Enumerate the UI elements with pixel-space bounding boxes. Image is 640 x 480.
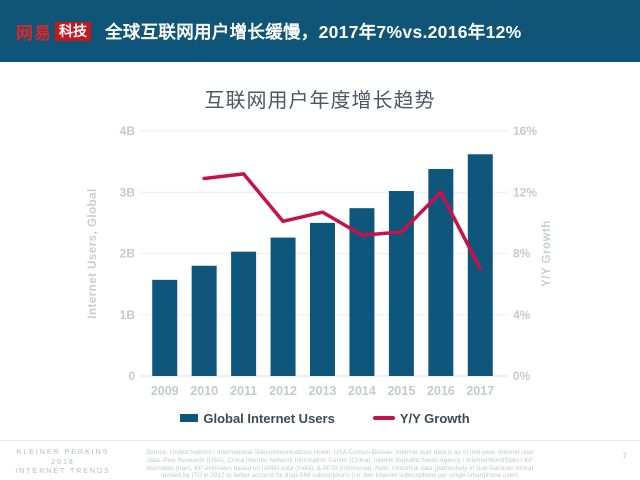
page-number: 7 bbox=[621, 451, 627, 461]
x-axis-label: 2013 bbox=[309, 384, 337, 398]
kleiner-perkins-branding: KLEINER PERKINS 2018 INTERNET TRENDS bbox=[0, 448, 126, 477]
left-axis-tick: 1B bbox=[120, 308, 136, 322]
left-axis-tick: 2B bbox=[120, 247, 136, 261]
branding-line-2: 2018 bbox=[51, 458, 75, 466]
left-axis-tick: 0 bbox=[128, 369, 135, 383]
bar-2013 bbox=[310, 222, 335, 376]
branding-line-3: INTERNET TRENDS bbox=[15, 468, 111, 475]
bar-2016 bbox=[428, 168, 454, 376]
source-line-1: Source: United Nations / International T… bbox=[146, 449, 534, 456]
x-axis-label: 2009 bbox=[151, 384, 179, 398]
chart-title: 互联网用户年度增长趋势 bbox=[204, 90, 436, 112]
bar-2009 bbox=[152, 279, 178, 376]
right-axis-tick: 0% bbox=[513, 369, 531, 383]
right-axis-tick: 4% bbox=[513, 308, 531, 322]
netease-tech-logo[interactable]: 网易 科技 bbox=[16, 19, 91, 44]
left-axis-tick: 4B bbox=[120, 124, 136, 138]
legend-item-global-internet-users: Global Internet Users bbox=[180, 410, 335, 426]
left-axis-title: Internet Users, Global bbox=[87, 188, 99, 319]
x-axis-label: 2011 bbox=[230, 384, 257, 398]
bar-2010 bbox=[191, 265, 217, 376]
x-axis-label: 2014 bbox=[348, 384, 376, 398]
source-note: Source: United Nations / International T… bbox=[128, 449, 552, 480]
source-line-2: data: Pew Research (USA), China Internet… bbox=[147, 456, 533, 464]
logo-badge-text: 科技 bbox=[55, 21, 91, 41]
legend-label-bar: Global Internet Users bbox=[203, 410, 335, 426]
x-axis-label: 2010 bbox=[190, 384, 218, 398]
line-swatch-icon bbox=[372, 416, 395, 420]
bar-swatch-icon bbox=[180, 414, 199, 422]
x-axis-label: 2015 bbox=[387, 384, 415, 398]
footer-divider bbox=[0, 440, 640, 441]
right-axis-tick: 8% bbox=[513, 247, 531, 261]
x-axis-label: 2017 bbox=[466, 384, 494, 398]
header-bar: 网易 科技 全球互联网用户增长缓慢，2017年7%vs.2016年12% bbox=[0, 0, 640, 62]
bar-2011 bbox=[231, 251, 257, 376]
logo-brand-text: 网易 bbox=[16, 23, 52, 43]
source-line-3: estimates (Iran), KP estimates based on … bbox=[146, 464, 534, 472]
chart-canvas: 0 0% 1B 4% 2B 8% 3B 12% 4B 16% 2009 2010 2011 2012 201… bbox=[87, 124, 553, 398]
growth-line bbox=[202, 172, 483, 271]
source-line-4: revised by ITU in 2017 to better account… bbox=[160, 472, 520, 480]
right-axis-tick: 12% bbox=[513, 185, 537, 199]
legend-label-line: Y/Y Growth bbox=[399, 410, 470, 426]
x-axis-label: 2012 bbox=[269, 384, 297, 398]
page-title: 全球互联网用户增长缓慢，2017年7%vs.2016年12% bbox=[105, 21, 522, 42]
right-axis-tick: 16% bbox=[513, 124, 537, 138]
chart-legend: Global Internet Users Y/Y Growth bbox=[80, 407, 570, 429]
x-axis-label: 2016 bbox=[427, 384, 455, 398]
right-axis-title: Y/Y Growth bbox=[541, 220, 553, 287]
left-axis-tick: 3B bbox=[120, 185, 136, 199]
bar-2015 bbox=[388, 191, 414, 376]
legend-item-yy-growth: Y/Y Growth bbox=[372, 410, 470, 426]
branding-line-1: KLEINER PERKINS bbox=[16, 449, 110, 456]
bar-2012 bbox=[270, 237, 296, 376]
